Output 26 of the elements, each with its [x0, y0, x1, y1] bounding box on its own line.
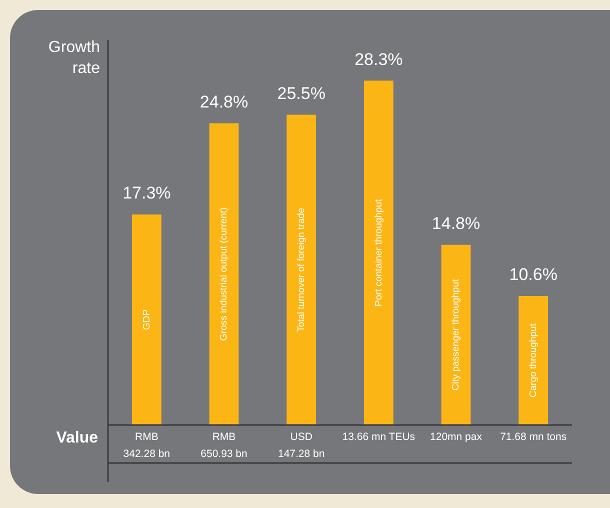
data-label: 25.5%: [277, 84, 326, 103]
bar: [518, 296, 548, 425]
x-tick-label: City passenger throughput: [450, 278, 462, 391]
x-tick-label: Cargo throughput: [528, 323, 539, 398]
text: RMB 650.93 bn: [200, 430, 248, 460]
text: 71.68 mn tons: [500, 430, 567, 443]
data-label: 10.6%: [509, 265, 558, 284]
data-label: 14.8%: [432, 214, 480, 234]
bar: [364, 80, 394, 425]
bar: [286, 114, 316, 425]
bar: [132, 214, 162, 425]
x-tick-label: Total turnover of foreign trade: [296, 208, 307, 332]
text: RMB 342.28 bn: [123, 430, 170, 460]
y-axis-title: Growth rate: [48, 39, 100, 77]
bar: [441, 244, 471, 425]
x-tick-label: Gross industrial output (current): [218, 207, 230, 341]
text: 120mn pax: [430, 430, 483, 443]
data-label: 28.3%: [354, 50, 403, 69]
x-tick-label: Port container throughput: [373, 198, 384, 306]
text: Value: [56, 429, 98, 446]
data-label: 17.3%: [122, 184, 171, 203]
text: USD 147.28 bn: [278, 430, 325, 460]
bar: [209, 123, 239, 425]
data-label: 24.8%: [200, 92, 248, 112]
x-tick-label: GDP: [141, 309, 152, 330]
text: 13.66 mn TEUs: [342, 430, 416, 443]
